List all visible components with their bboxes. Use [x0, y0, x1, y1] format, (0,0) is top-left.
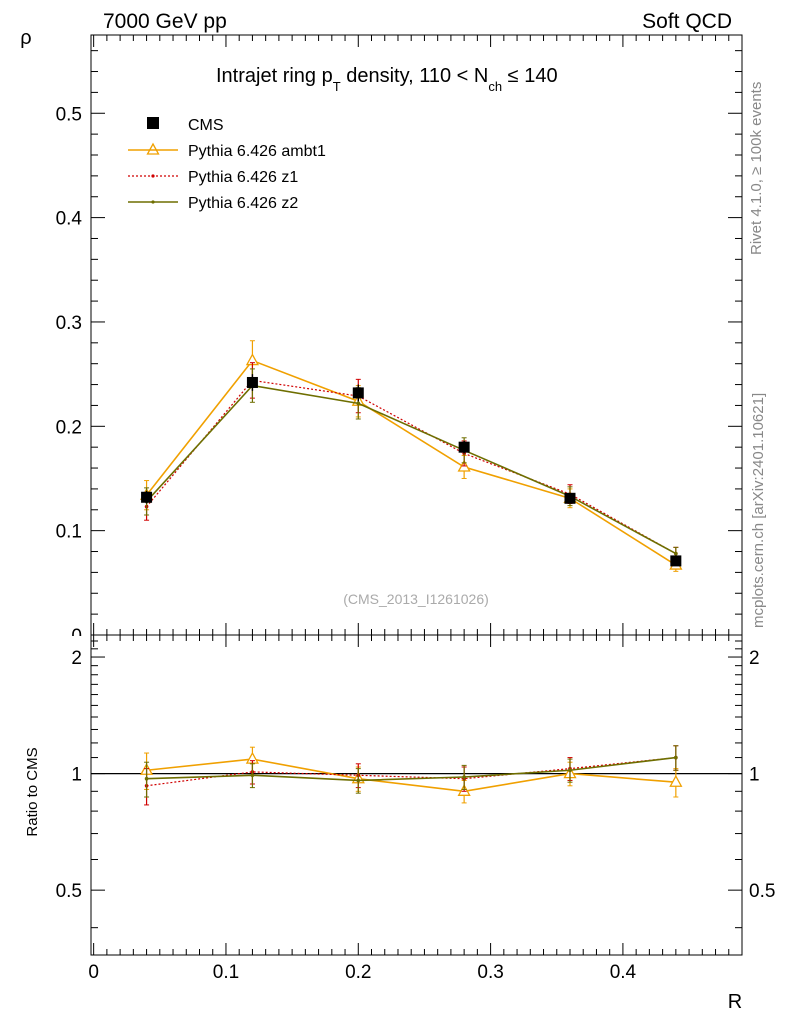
ratio-z2-point [250, 773, 255, 778]
ratio-z2-point [674, 755, 678, 760]
ratio-z2-point [144, 776, 149, 781]
x-tick-label: 0.2 [345, 962, 371, 983]
plot-title: Intrajet ring pT density, 110 < Nch ≤ 14… [216, 65, 558, 94]
ratio-ambt1-point [669, 774, 683, 787]
ratio-ambt1-line [146, 758, 676, 793]
ratio-tick-label: 0.5 [56, 881, 82, 902]
legend-z1-marker [151, 174, 155, 178]
header-left: 7000 GeV pp [103, 10, 227, 33]
y-tick-label: 0.2 [56, 417, 82, 438]
x-tick-label: 0.3 [477, 962, 503, 983]
legend-cms-marker [147, 117, 159, 129]
x-tick-label: 0.4 [610, 962, 637, 983]
y-tick-label: 0.5 [56, 104, 82, 125]
legend-ambt1-marker [146, 142, 160, 155]
x-axis-label: R [728, 991, 742, 1013]
ratio-z2-point [356, 778, 361, 783]
header-right: Soft QCD [642, 10, 732, 33]
legend-z2-marker [151, 200, 155, 204]
main-cms-series [141, 374, 682, 567]
main-z2-point [356, 401, 361, 406]
legend-cms-label: CMS [188, 117, 224, 134]
ratio-z2-series [144, 745, 679, 798]
ratio-tick-label: 2 [71, 648, 82, 669]
x-tick-label: 0 [88, 962, 99, 983]
main-z2-point [674, 551, 678, 556]
main-z1-line [146, 379, 677, 555]
legend-z1-label: Pythia 6.426 z1 [188, 169, 298, 186]
cms-point [670, 555, 682, 567]
legend: CMS Pythia 6.426 ambt1 Pythia 6.426 z1 P… [128, 117, 326, 212]
legend-z2-label: Pythia 6.426 z2 [188, 195, 298, 212]
mcplots-label: mcplots.cern.ch [arXiv:2401.10621] [750, 393, 767, 628]
analysis-id-watermark: (CMS_2013_I1261026) [343, 591, 489, 607]
ratio-ambt1-series [139, 746, 683, 804]
ratio-plot-frame [90, 634, 743, 956]
ratio-z2-point [462, 775, 466, 779]
y-axis-label: ρ [20, 27, 31, 49]
ratio-tick-label: 1 [71, 765, 82, 786]
y-tick-label: 0.4 [56, 209, 83, 230]
ratio-tick-label-right: 2 [749, 648, 760, 669]
cms-point [458, 441, 470, 453]
y-tick-label: 0.3 [56, 313, 82, 334]
legend-ambt1-label: Pythia 6.426 ambt1 [188, 143, 326, 160]
rivet-version-label: Rivet 4.1.0, ≥ 100k events [748, 82, 765, 255]
ratio-z1-line [146, 756, 676, 787]
zero-label-mask [60, 636, 90, 650]
x-tick-label: 0.1 [213, 962, 239, 983]
ratio-z2-line [146, 756, 676, 782]
cms-point [564, 492, 576, 504]
series-layer [139, 340, 683, 806]
ratio-y-axis-label: Ratio to CMS [24, 747, 41, 836]
main-z1-series [144, 362, 679, 561]
ratio-tick-label-right: 1 [749, 765, 760, 786]
y-tick-label: 0.1 [56, 522, 82, 543]
ratio-tick-label-right: 0.5 [749, 881, 775, 902]
main-ambt1-line [145, 359, 677, 566]
main-z2-line [145, 384, 677, 555]
cms-point [352, 387, 364, 399]
cms-point [141, 491, 153, 503]
ratio-z2-point [568, 768, 572, 773]
cms-point [246, 376, 258, 388]
main-ambt1-series [139, 340, 683, 572]
